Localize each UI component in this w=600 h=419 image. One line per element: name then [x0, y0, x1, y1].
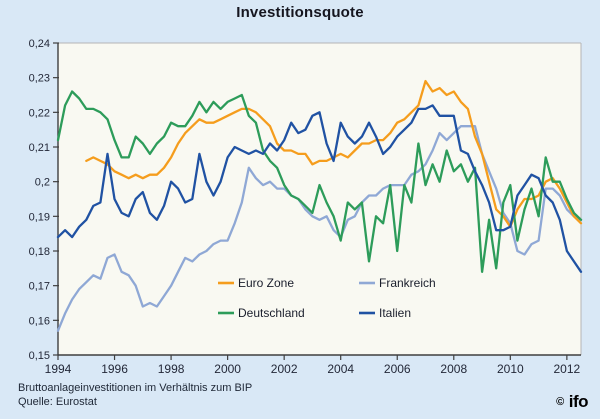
x-tick-label: 1994	[45, 362, 72, 376]
ifo-logo: © ifo	[556, 392, 588, 412]
x-tick-label: 2004	[327, 362, 354, 376]
y-tick-label: 0,24	[29, 38, 50, 50]
copyright-symbol: ©	[556, 396, 565, 408]
series-line-frankreich	[56, 125, 583, 332]
x-tick-label: 2010	[497, 362, 524, 376]
ifo-logo-text: ifo	[568, 392, 589, 411]
chart-footnotes: Bruttoanlageinvestitionen im Verhältnis …	[18, 381, 252, 409]
legend-label-frankreich: Frankreich	[379, 276, 436, 290]
legend-label-italien: Italien	[379, 306, 411, 320]
y-tick-label: 0,15	[29, 350, 50, 362]
series-line-deutschland	[56, 90, 583, 273]
y-tick-label: 0,18	[29, 246, 50, 258]
y-tick-label: 0,17	[29, 281, 50, 293]
footnote-definition: Bruttoanlageinvestitionen im Verhältnis …	[18, 382, 253, 394]
y-tick-label: 0,2	[35, 177, 50, 189]
footnote-source: Quelle: Eurostat	[18, 396, 97, 408]
x-tick-label: 2012	[554, 362, 581, 376]
series-line-italien	[56, 104, 583, 273]
x-tick-label: 1998	[158, 362, 185, 376]
x-tick-label: 1996	[101, 362, 128, 376]
y-tick-label: 0,23	[29, 73, 50, 85]
x-tick-label: 2008	[440, 362, 467, 376]
x-tick-label: 2002	[271, 362, 298, 376]
y-tick-label: 0,16	[29, 315, 50, 327]
y-tick-label: 0,21	[29, 142, 50, 154]
y-tick-label: 0,22	[29, 107, 50, 119]
legend-label-euro-zone: Euro Zone	[238, 276, 294, 290]
chart-title: Investitionsquote	[236, 4, 364, 21]
y-tick-label: 0,19	[29, 211, 50, 223]
legend-label-deutschland: Deutschland	[238, 306, 305, 320]
x-tick-label: 2000	[214, 362, 241, 376]
x-tick-label: 2006	[384, 362, 411, 376]
